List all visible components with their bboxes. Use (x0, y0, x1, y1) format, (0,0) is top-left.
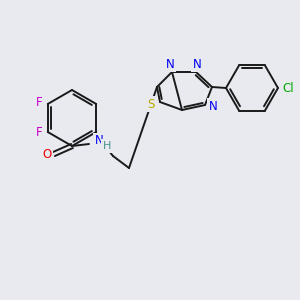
Text: N: N (208, 100, 217, 112)
Text: F: F (35, 95, 42, 109)
Text: N: N (166, 58, 174, 70)
Text: O: O (42, 148, 52, 160)
Text: S: S (147, 98, 155, 110)
Text: Cl: Cl (282, 82, 294, 94)
Text: F: F (35, 125, 42, 139)
Text: H: H (103, 141, 111, 151)
Text: N: N (94, 134, 103, 148)
Text: N: N (193, 58, 201, 70)
